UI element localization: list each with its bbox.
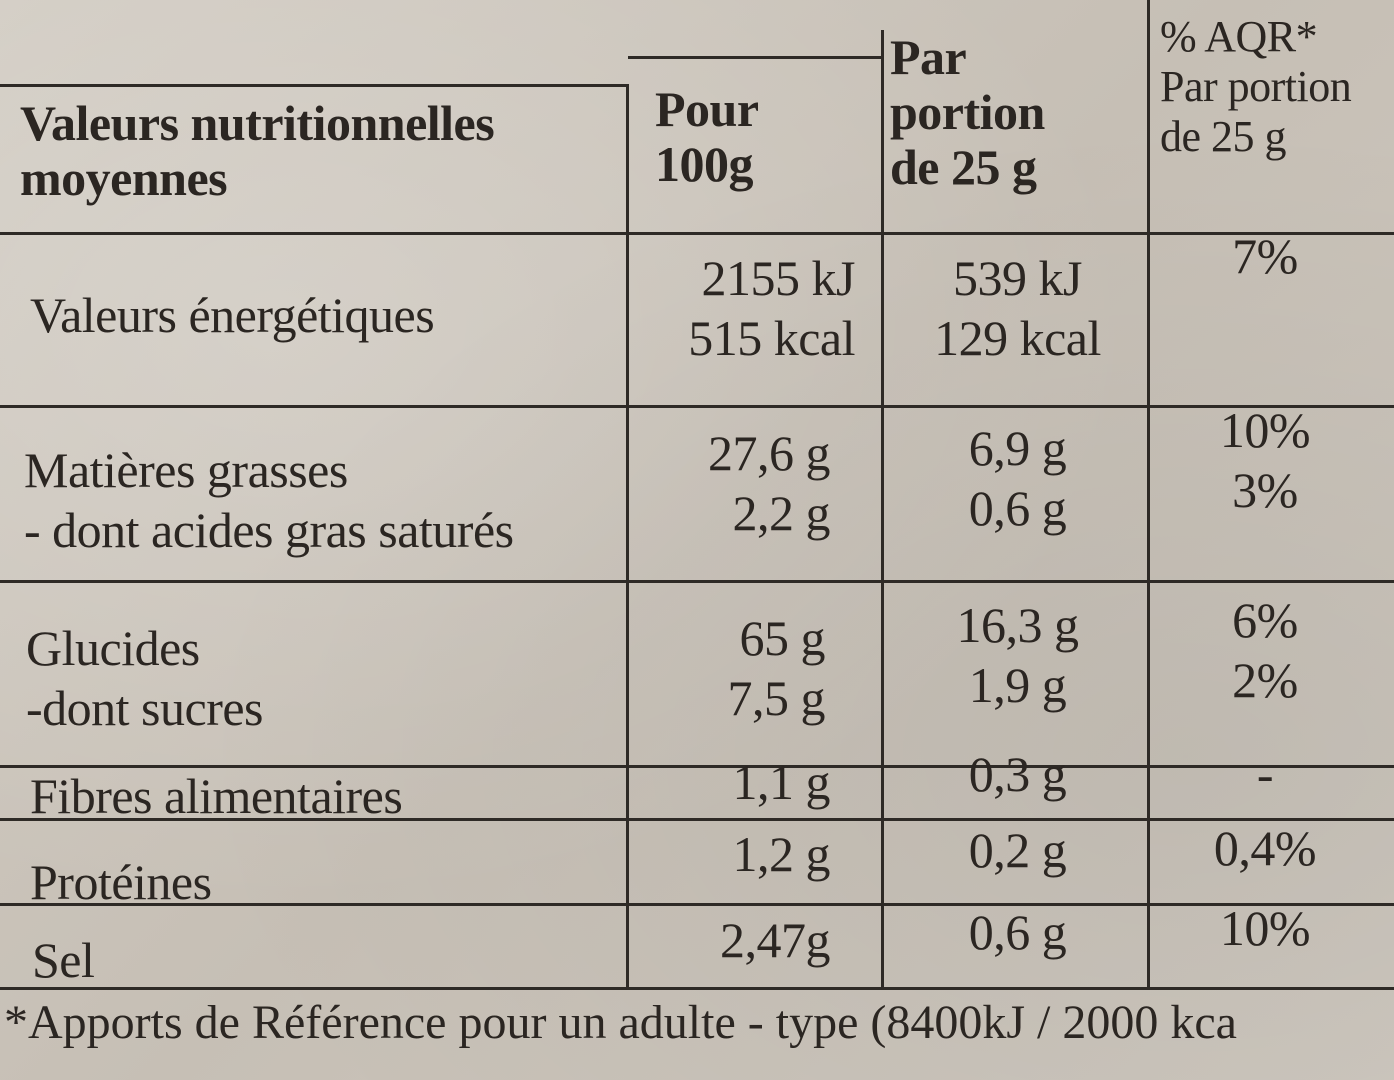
row-protein-aqr: 0,4% bbox=[1213, 820, 1317, 876]
col-divider-2 bbox=[881, 30, 884, 989]
footnote-reference-intake: *Apports de Référence pour un adulte - t… bbox=[4, 996, 1237, 1049]
row-energy-aqr: 7% bbox=[1232, 228, 1298, 284]
row-salt-aqr: 10% bbox=[1219, 900, 1311, 956]
row-carbs-per-portion: 16,3 g 1,9 g bbox=[956, 597, 1080, 713]
row-salt-per100: 2,47g bbox=[720, 912, 831, 968]
row-protein-per-portion: 0,2 g bbox=[968, 822, 1067, 878]
table-border-bottom bbox=[0, 987, 1394, 990]
table-border-top-right bbox=[628, 56, 884, 59]
table-border-top bbox=[0, 84, 628, 87]
row-salt-label: Sel bbox=[32, 932, 95, 988]
row-fibre-aqr: - bbox=[1256, 746, 1274, 802]
col-divider-1 bbox=[626, 84, 629, 989]
row-fibre-label: Fibres alimentaires bbox=[30, 768, 403, 824]
row-carbs-label: Glucides -dont sucres bbox=[26, 620, 264, 736]
row-divider-energy bbox=[0, 405, 1394, 408]
header-per-100g: Pour 100g bbox=[655, 81, 759, 192]
row-energy-label: Valeurs énergétiques bbox=[30, 287, 435, 343]
row-divider-carbs bbox=[0, 765, 1394, 768]
header-aqr: % AQR* Par portion de 25 g bbox=[1160, 12, 1352, 162]
row-fibre-per100: 1,1 g bbox=[732, 754, 831, 810]
row-fat-per-portion: 6,9 g 0,6 g bbox=[968, 420, 1067, 536]
row-divider-protein bbox=[0, 903, 1394, 906]
row-divider-fibre bbox=[0, 818, 1394, 821]
row-fibre-per-portion: 0,3 g bbox=[968, 746, 1067, 802]
row-protein-per100: 1,2 g bbox=[732, 826, 831, 882]
header-per-portion: Par portion de 25 g bbox=[890, 29, 1045, 195]
row-salt-per-portion: 0,6 g bbox=[968, 904, 1067, 960]
col-divider-3 bbox=[1147, 0, 1150, 989]
row-fat-aqr: 10% 3% bbox=[1219, 402, 1311, 518]
row-energy-per-portion: 539 kJ 129 kcal bbox=[934, 250, 1101, 366]
row-energy-per100: 2155 kJ 515 kcal bbox=[688, 250, 855, 366]
row-carbs-aqr: 6% 2% bbox=[1232, 592, 1298, 708]
header-divider bbox=[0, 232, 1394, 235]
row-fat-per100: 27,6 g 2,2 g bbox=[708, 425, 831, 541]
row-carbs-per100: 65 g 7,5 g bbox=[727, 610, 826, 726]
header-nutrition-values: Valeurs nutritionnelles moyennes bbox=[20, 95, 495, 206]
row-protein-label: Protéines bbox=[30, 854, 212, 910]
row-divider-fat bbox=[0, 580, 1394, 583]
row-fat-label: Matières grasses - dont acides gras satu… bbox=[24, 442, 514, 558]
